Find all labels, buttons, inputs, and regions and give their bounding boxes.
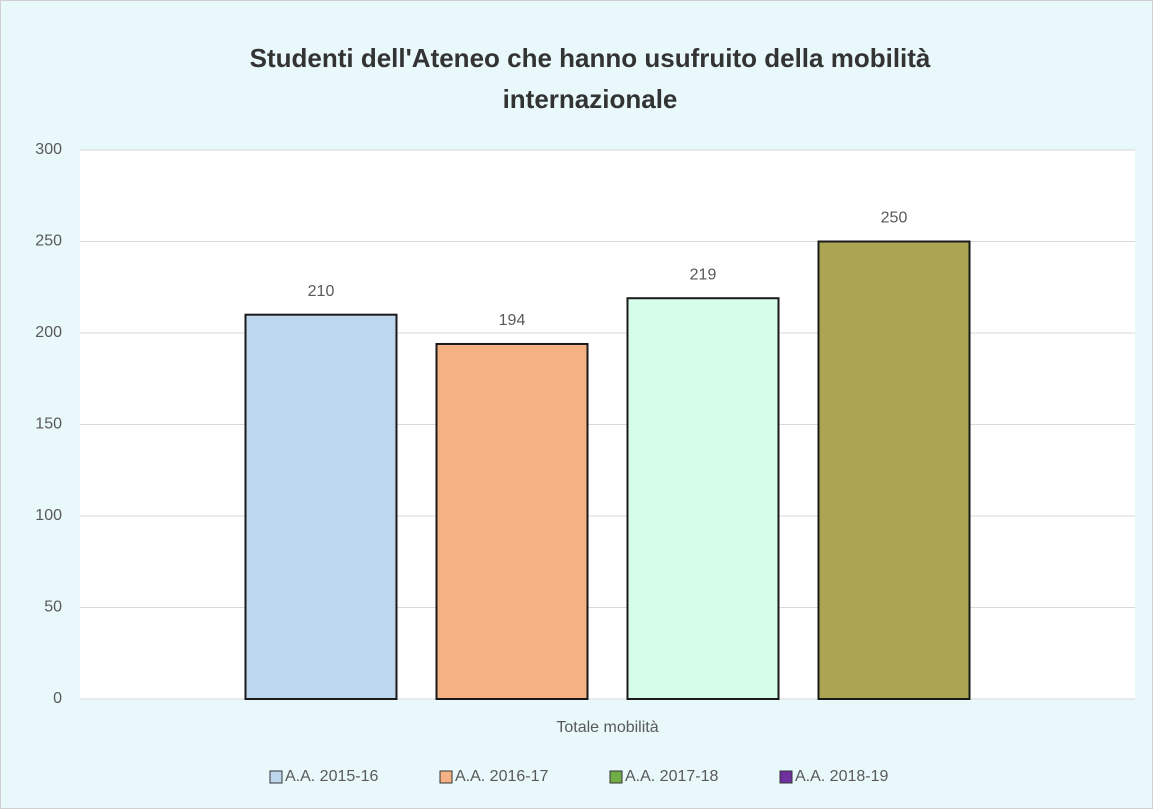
bar [817, 240, 971, 700]
data-label: 210 [308, 283, 335, 300]
data-label: 194 [499, 312, 526, 329]
data-label: 250 [881, 210, 908, 227]
legend-label: A.A. 2017-18 [625, 768, 719, 785]
bar [435, 342, 589, 700]
x-tick-label: Totale mobilità [556, 719, 658, 736]
y-tick-label: 150 [35, 416, 62, 433]
y-tick-label: 250 [35, 233, 62, 250]
legend-label: A.A. 2016-17 [455, 768, 549, 785]
data-label: 219 [690, 266, 717, 283]
bar [244, 313, 398, 700]
y-tick-label: 0 [53, 690, 62, 707]
y-tick-label: 300 [35, 141, 62, 158]
y-tick-label: 100 [35, 507, 62, 524]
bar [626, 297, 780, 700]
legend-label: A.A. 2018-19 [795, 768, 889, 785]
chart-title: Studenti dell'Ateneo che hanno usufruito… [249, 43, 931, 114]
legend-swatch [439, 770, 453, 784]
y-tick-label: 200 [35, 324, 62, 341]
legend-swatch [779, 770, 793, 784]
legend-swatch [609, 770, 623, 784]
y-tick-label: 50 [44, 599, 62, 616]
legend-label: A.A. 2015-16 [285, 768, 379, 785]
legend-swatch [269, 770, 283, 784]
